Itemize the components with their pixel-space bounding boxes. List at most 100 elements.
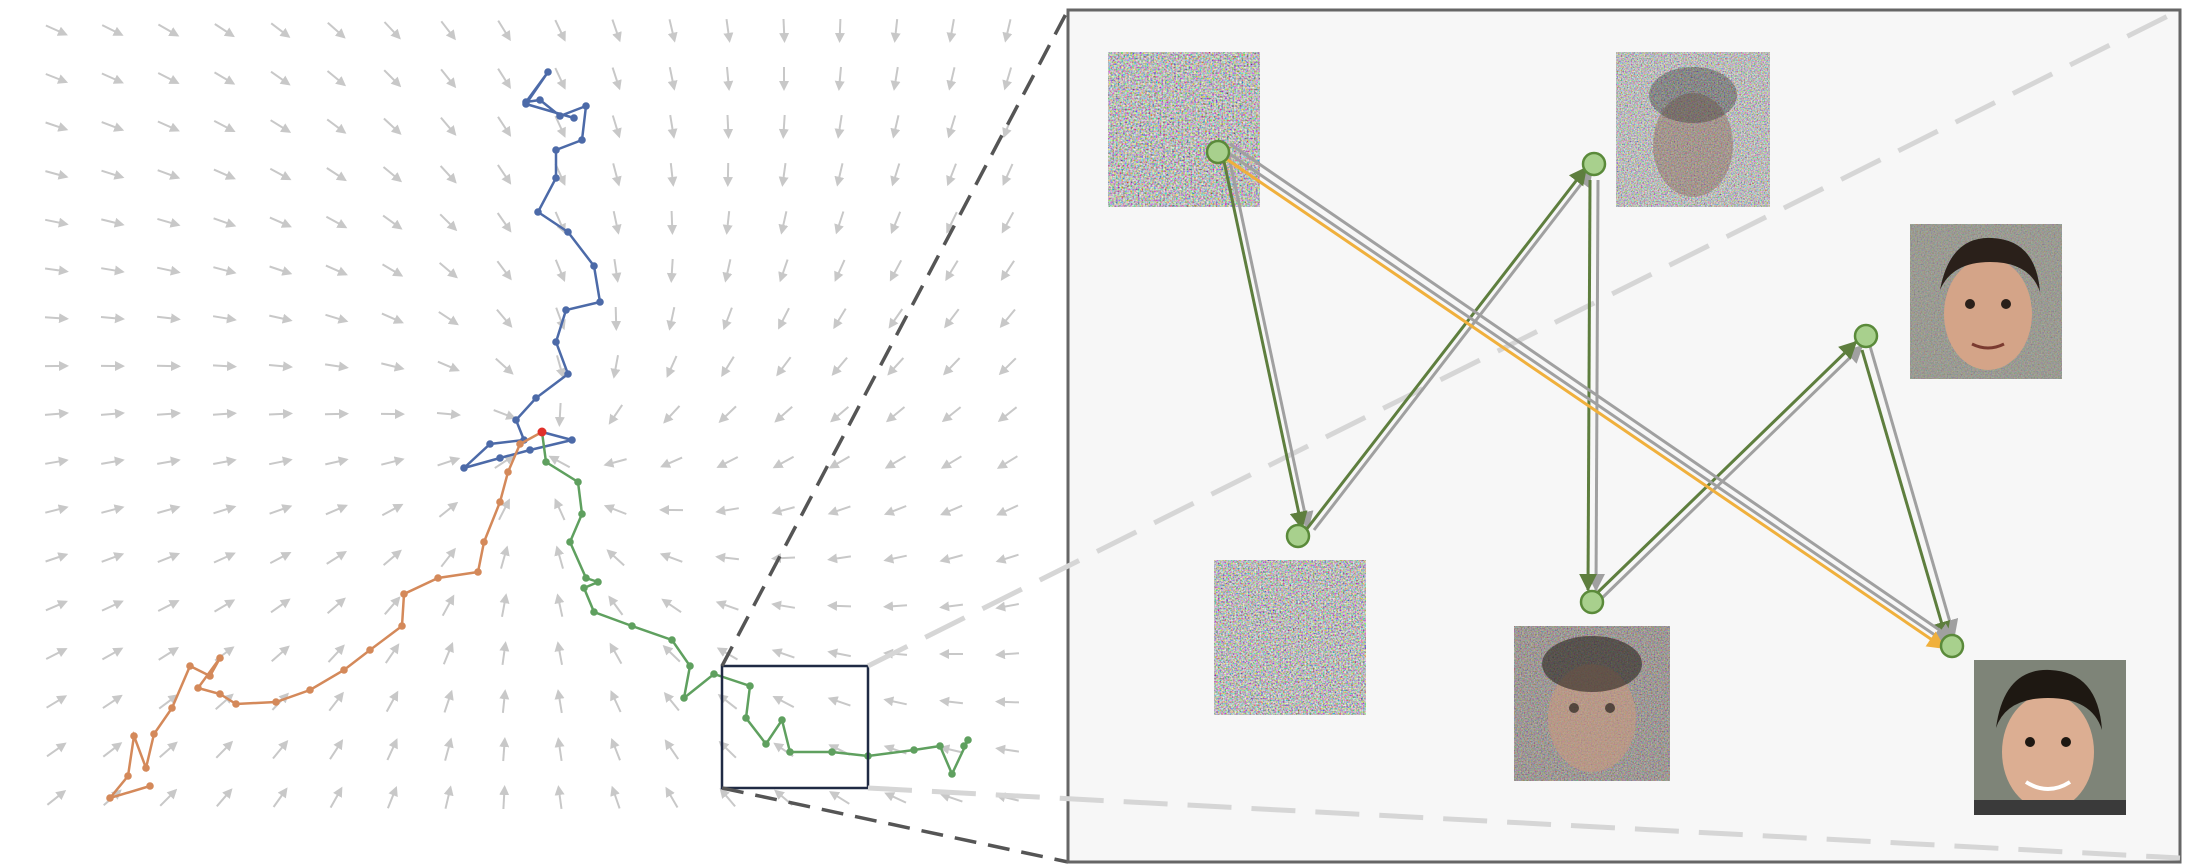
trajectory-point bbox=[948, 770, 956, 778]
trajectory-point bbox=[544, 68, 552, 76]
field-arrow bbox=[45, 456, 69, 467]
field-arrow bbox=[437, 360, 460, 372]
node bbox=[1285, 523, 1311, 549]
trajectory-orange bbox=[106, 428, 546, 802]
field-arrow bbox=[213, 168, 236, 180]
trajectory-point bbox=[552, 146, 560, 154]
field-arrow bbox=[827, 553, 852, 564]
trajectory-point bbox=[578, 510, 586, 518]
field-arrow bbox=[554, 115, 566, 138]
field-arrow bbox=[328, 691, 344, 712]
field-arrow bbox=[939, 553, 963, 564]
pure-noise-thumbnail bbox=[1108, 52, 1260, 207]
field-arrow bbox=[443, 689, 454, 713]
field-arrow bbox=[494, 454, 515, 469]
field-arrow bbox=[834, 114, 845, 139]
trajectory-point bbox=[552, 338, 560, 346]
trajectory-point bbox=[400, 590, 408, 598]
field-arrow bbox=[497, 164, 512, 185]
field-arrow bbox=[212, 408, 237, 419]
node bbox=[1853, 323, 1879, 349]
field-arrow bbox=[384, 596, 401, 615]
field-arrow bbox=[386, 785, 398, 809]
trajectory-point bbox=[206, 672, 214, 680]
trajectory-point bbox=[194, 684, 202, 692]
face-thumbnail bbox=[1910, 224, 2062, 379]
field-arrow bbox=[497, 20, 511, 42]
trajectory-line bbox=[463, 71, 602, 470]
trajectory-point bbox=[910, 746, 918, 754]
field-arrow bbox=[215, 693, 234, 710]
field-arrow bbox=[723, 18, 734, 43]
field-arrow bbox=[383, 21, 401, 40]
trajectory-point bbox=[186, 662, 194, 670]
field-arrow bbox=[382, 214, 403, 230]
field-arrow bbox=[101, 121, 125, 132]
field-arrow bbox=[772, 695, 795, 708]
field-arrow bbox=[666, 258, 677, 283]
field-arrow bbox=[834, 259, 846, 282]
field-arrow bbox=[661, 598, 682, 614]
trajectory-point bbox=[936, 742, 944, 750]
field-arrow bbox=[890, 163, 901, 187]
field-arrow bbox=[941, 406, 962, 423]
field-arrow bbox=[883, 601, 908, 612]
field-arrow bbox=[662, 645, 681, 663]
field-arrow bbox=[216, 788, 233, 807]
field-arrow bbox=[324, 361, 349, 372]
field-arrow bbox=[269, 313, 293, 324]
field-arrow bbox=[213, 504, 237, 515]
field-arrow bbox=[157, 504, 181, 514]
field-arrow bbox=[611, 210, 622, 235]
field-arrow bbox=[834, 163, 845, 187]
field-arrow bbox=[715, 505, 739, 516]
field-arrow bbox=[269, 265, 293, 276]
field-arrow bbox=[382, 549, 402, 566]
field-arrow bbox=[213, 599, 236, 613]
field-arrow bbox=[995, 649, 1020, 660]
trajectory-point bbox=[366, 646, 374, 654]
field-arrow bbox=[774, 405, 793, 423]
field-arrow bbox=[156, 313, 181, 324]
field-arrow bbox=[385, 690, 399, 713]
field-arrow bbox=[995, 601, 1019, 612]
field-arrow bbox=[159, 788, 178, 807]
arrow-gray bbox=[1229, 142, 1956, 642]
trajectories bbox=[106, 68, 972, 802]
trajectory-point bbox=[526, 446, 534, 454]
trajectory-point bbox=[480, 538, 488, 546]
field-arrow bbox=[327, 21, 346, 39]
trajectory-point bbox=[964, 736, 972, 744]
field-arrow bbox=[554, 498, 566, 521]
field-arrow bbox=[996, 504, 1019, 516]
field-arrow bbox=[499, 737, 510, 762]
field-arrow bbox=[666, 355, 678, 378]
field-arrow bbox=[999, 308, 1016, 329]
field-arrow bbox=[498, 498, 510, 521]
field-arrow bbox=[44, 408, 69, 419]
zoom-line-bottom-light bbox=[867, 785, 2181, 861]
sample-thumbnails bbox=[1108, 52, 2126, 815]
trajectory-point bbox=[150, 730, 158, 738]
field-arrow bbox=[939, 744, 963, 755]
noisy-face-thumbnail bbox=[1616, 52, 1770, 207]
arrow-gray bbox=[1587, 179, 1606, 592]
field-arrow bbox=[326, 118, 347, 134]
node bbox=[1205, 139, 1231, 165]
trajectory-point bbox=[536, 96, 544, 104]
field-arrow bbox=[272, 739, 289, 760]
start-point bbox=[537, 427, 547, 437]
field-arrow bbox=[101, 217, 125, 228]
field-arrow bbox=[441, 594, 455, 617]
field-arrow bbox=[438, 262, 458, 279]
field-arrow bbox=[946, 115, 957, 139]
field-arrow bbox=[440, 68, 457, 89]
arrow-gray bbox=[1312, 168, 1594, 531]
field-arrow bbox=[493, 409, 517, 420]
trajectory-point bbox=[504, 468, 512, 476]
field-arrow bbox=[325, 504, 348, 516]
field-arrow bbox=[329, 786, 343, 809]
field-arrow bbox=[995, 696, 1020, 707]
field-arrow bbox=[1000, 260, 1015, 281]
field-arrow bbox=[157, 120, 180, 132]
